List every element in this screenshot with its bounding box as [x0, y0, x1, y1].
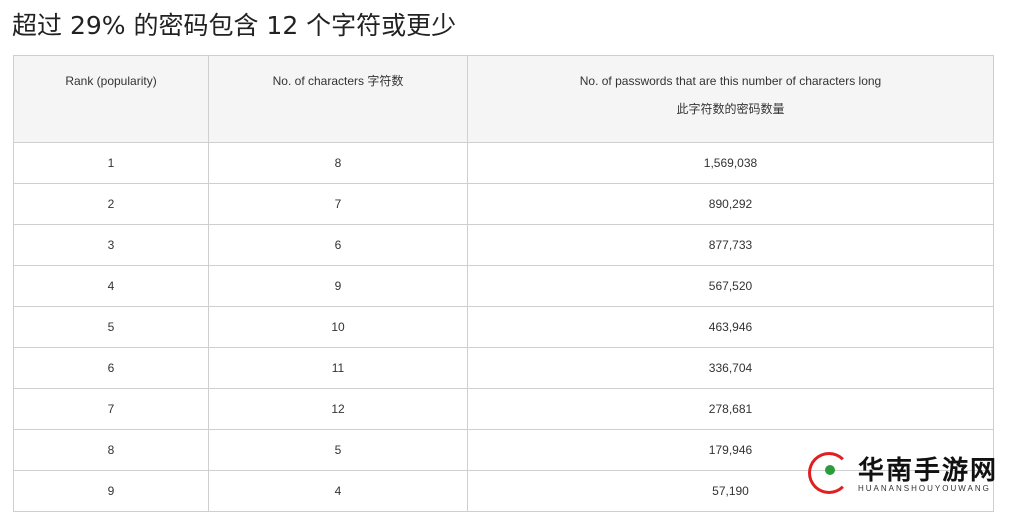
count-cell: 463,946	[467, 306, 994, 348]
characters-cell: 12	[208, 388, 468, 430]
characters-cell: 6	[208, 224, 468, 266]
table-row: 4 9 567,520	[13, 265, 994, 307]
logo-text-en: HUANANSHOUYOUWANG	[858, 484, 991, 493]
rank-cell: 8	[13, 429, 209, 471]
characters-cell: 11	[208, 347, 468, 389]
rank-cell: 5	[13, 306, 209, 348]
characters-cell: 9	[208, 265, 468, 307]
count-cell: 336,704	[467, 347, 994, 389]
count-cell: 278,681	[467, 388, 994, 430]
rank-cell: 3	[13, 224, 209, 266]
watermark-logo: 华南手游网 HUANANSHOUYOUWANG	[808, 450, 1008, 498]
characters-cell: 4	[208, 470, 468, 512]
header-count-cn: 此字符数的密码数量	[676, 102, 785, 116]
rank-cell: 4	[13, 265, 209, 307]
count-cell: 877,733	[467, 224, 994, 266]
rank-cell: 9	[13, 470, 209, 512]
logo-icon	[808, 452, 850, 494]
rank-cell: 2	[13, 183, 209, 225]
table-header-row: Rank (popularity) No. of characters 字符数 …	[13, 55, 994, 143]
characters-cell: 5	[208, 429, 468, 471]
table-row: 6 11 336,704	[13, 347, 994, 389]
table-row: 3 6 877,733	[13, 224, 994, 266]
rank-cell: 6	[13, 347, 209, 389]
header-characters: No. of characters 字符数	[208, 55, 468, 143]
header-count-en: No. of passwords that are this number of…	[579, 74, 882, 88]
rank-cell: 7	[13, 388, 209, 430]
logo-text-cn: 华南手游网	[858, 456, 999, 486]
count-cell: 890,292	[467, 183, 994, 225]
characters-cell: 7	[208, 183, 468, 225]
count-cell: 567,520	[467, 265, 994, 307]
password-length-table: Rank (popularity) No. of characters 字符数 …	[13, 55, 994, 512]
page-title: 超过 29% 的密码包含 12 个字符或更少	[12, 11, 457, 40]
characters-cell: 8	[208, 142, 468, 184]
table-row: 2 7 890,292	[13, 183, 994, 225]
table-row: 7 12 278,681	[13, 388, 994, 430]
rank-cell: 1	[13, 142, 209, 184]
table-row: 1 8 1,569,038	[13, 142, 994, 184]
header-count: No. of passwords that are this number of…	[467, 55, 994, 143]
count-cell: 1,569,038	[467, 142, 994, 184]
characters-cell: 10	[208, 306, 468, 348]
table-row: 5 10 463,946	[13, 306, 994, 348]
header-rank: Rank (popularity)	[13, 55, 209, 143]
